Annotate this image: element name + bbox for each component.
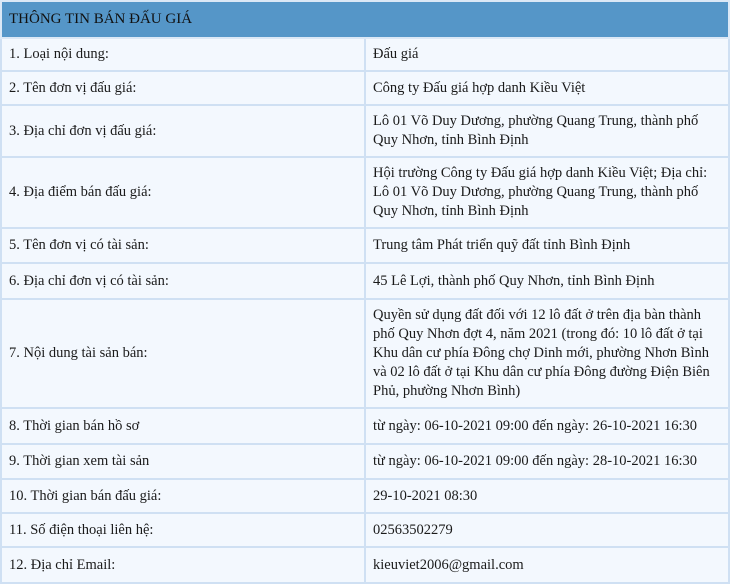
row-value: Hội trường Công ty Đấu giá hợp danh Kiều… [364,156,730,229]
row-label: 12. Địa chỉ Email: [0,546,366,584]
table-row: 6. Địa chỉ đơn vị có tài sản: 45 Lê Lợi, … [0,262,730,300]
row-label: 10. Thời gian bán đấu giá: [0,478,366,514]
row-label: 11. Số điện thoại liên hệ: [0,512,366,548]
row-value: Trung tâm Phát triển quỹ đất tỉnh Bình Đ… [364,227,730,264]
row-value: 45 Lê Lợi, thành phố Quy Nhơn, tỉnh Bình… [364,262,730,300]
table-row: 8. Thời gian bán hồ sơ từ ngày: 06-10-202… [0,407,730,445]
table-row: 11. Số điện thoại liên hệ: 02563502279 [0,512,730,548]
row-label: 3. Địa chỉ đơn vị đấu giá: [0,104,366,158]
table-title: THÔNG TIN BÁN ĐẤU GIÁ [0,0,730,39]
row-value: 02563502279 [364,512,730,548]
row-value: Quyền sử dụng đất đối với 12 lô đất ở tr… [364,298,730,409]
table-row: 3. Địa chỉ đơn vị đấu giá: Lô 01 Võ Duy D… [0,104,730,158]
row-label: 9. Thời gian xem tài sản [0,443,366,480]
row-value: 29-10-2021 08:30 [364,478,730,514]
row-label: 8. Thời gian bán hồ sơ [0,407,366,445]
table-row: 9. Thời gian xem tài sản từ ngày: 06-10-2… [0,443,730,480]
table-row: 1. Loại nội dung: Đấu giá [0,37,730,72]
row-value: từ ngày: 06-10-2021 09:00 đến ngày: 28-1… [364,443,730,480]
table-row: 12. Địa chỉ Email: kieuviet2006@gmail.com [0,546,730,584]
row-label: 5. Tên đơn vị có tài sản: [0,227,366,264]
row-label: 6. Địa chỉ đơn vị có tài sản: [0,262,366,300]
table-row: 10. Thời gian bán đấu giá: 29-10-2021 08:… [0,478,730,514]
row-label: 1. Loại nội dung: [0,37,366,72]
row-value: Đấu giá [364,37,730,72]
row-value: Công ty Đấu giá hợp danh Kiều Việt [364,70,730,106]
row-value: từ ngày: 06-10-2021 09:00 đến ngày: 26-1… [364,407,730,445]
table-row: 5. Tên đơn vị có tài sản: Trung tâm Phát … [0,227,730,264]
table-row: 4. Địa điểm bán đấu giá: Hội trường Công … [0,156,730,229]
table-row: 2. Tên đơn vị đấu giá: Công ty Đấu giá hợ… [0,70,730,106]
row-label: 7. Nội dung tài sản bán: [0,298,366,409]
row-label: 2. Tên đơn vị đấu giá: [0,70,366,106]
row-label: 4. Địa điểm bán đấu giá: [0,156,366,229]
table-row: 7. Nội dung tài sản bán: Quyền sử dụng đấ… [0,298,730,409]
row-value: Lô 01 Võ Duy Dương, phường Quang Trung, … [364,104,730,158]
row-value: kieuviet2006@gmail.com [364,546,730,584]
